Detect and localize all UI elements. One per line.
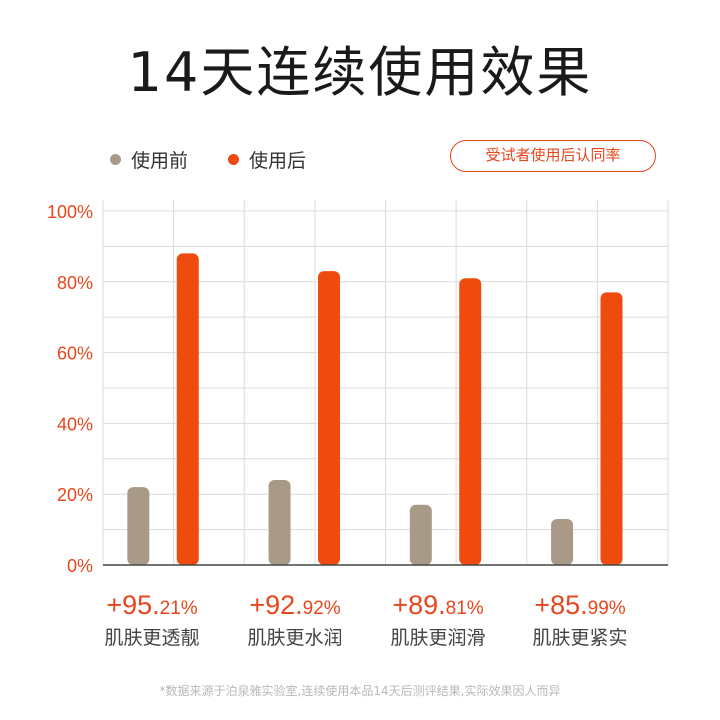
stat-value-int: +92. [249,590,303,620]
bar-chart: 100% 80% 60% 40% 20% 0% [47,200,669,576]
stat-item: +89.81% 肌肤更润滑 [358,590,518,650]
stat-label: 肌肤更紧实 [532,627,628,649]
legend-dot-before [110,154,121,165]
bar-before [268,480,291,565]
stat-value-dec: 99% [587,598,626,619]
stat-value-dec: 21% [159,598,198,619]
approval-rate-badge: 受试者使用后认同率 [450,140,656,172]
stat-value: +92.92% [215,590,375,621]
bar-before [551,518,574,565]
stat-label: 肌肤更润滑 [390,627,486,649]
stat-item: +95.21% 肌肤更透靓 [72,590,232,650]
stat-value-dec: 92% [302,598,341,619]
stat-value-int: +95. [106,590,160,620]
y-tick-label: 0% [67,556,93,576]
y-tick-label: 80% [57,273,93,293]
bar-after [176,253,199,565]
footnote: *数据来源于泊泉雅实验室,连续使用本品14天后测评结果,实际效果因人而异 [159,684,561,698]
stat-label: 肌肤更水润 [247,627,343,649]
y-tick-label: 60% [57,344,93,364]
bar-after [600,292,623,565]
stat-value-int: +85. [534,590,588,620]
stat-value: +89.81% [358,590,518,621]
y-tick-label: 20% [57,485,93,505]
y-tick-label: 40% [57,414,93,434]
legend-label-after: 使用后 [249,150,307,172]
y-tick-label: 100% [47,202,93,222]
stat-value-int: +89. [392,590,446,620]
bar-after [318,271,340,565]
legend-label-before: 使用前 [131,150,189,172]
legend-item-after: 使用后 [228,146,306,173]
bar-before [127,487,150,565]
stat-value: +95.21% [72,590,232,621]
bar-before [409,504,432,565]
legend-dot-after [228,154,240,165]
stat-value-dec: 81% [445,598,484,619]
stat-item: +92.92% 肌肤更水润 [215,590,375,650]
chart-legend: 使用前 使用后 [110,146,306,173]
stat-label: 肌肤更透靓 [104,627,200,649]
page-title: 14天连续使用效果 [127,41,593,104]
bar-after [459,278,482,565]
stat-item: +85.99% 肌肤更紧实 [500,590,660,650]
stat-value: +85.99% [500,590,660,621]
legend-item-before: 使用前 [110,146,188,173]
